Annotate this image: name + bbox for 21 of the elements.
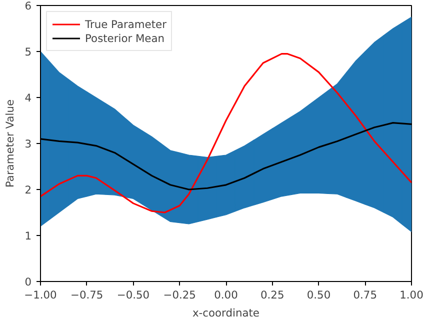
x-tick-label: 0.25	[260, 288, 284, 302]
y-tick-label: 5	[24, 46, 32, 58]
x-tick-label: −1.00	[24, 288, 58, 302]
x-tick-label: −0.25	[163, 288, 196, 302]
y-axis-title: Parameter Value	[4, 99, 17, 188]
x-axis-title: x-coordinate	[192, 306, 260, 320]
y-tick-label: 2	[24, 184, 32, 196]
line-series	[40, 53, 412, 214]
x-tick-label: 0.75	[353, 288, 377, 302]
y-tick-label: 1	[24, 230, 32, 242]
y-tick-label: 0	[24, 276, 32, 288]
legend-label: True Parameter	[85, 17, 166, 31]
y-tick-label: 4	[24, 92, 32, 104]
x-tick-label: −0.50	[116, 288, 150, 302]
y-tick-label: 6	[24, 0, 32, 12]
x-tick-label: 0.50	[306, 288, 331, 302]
x-tick-label: −0.75	[70, 288, 104, 302]
x-tick-label: 1.00	[400, 288, 423, 302]
y-tick-label: 3	[24, 138, 32, 150]
legend-label: Posterior Mean	[85, 31, 165, 45]
x-tick-label: 0.00	[214, 288, 238, 302]
